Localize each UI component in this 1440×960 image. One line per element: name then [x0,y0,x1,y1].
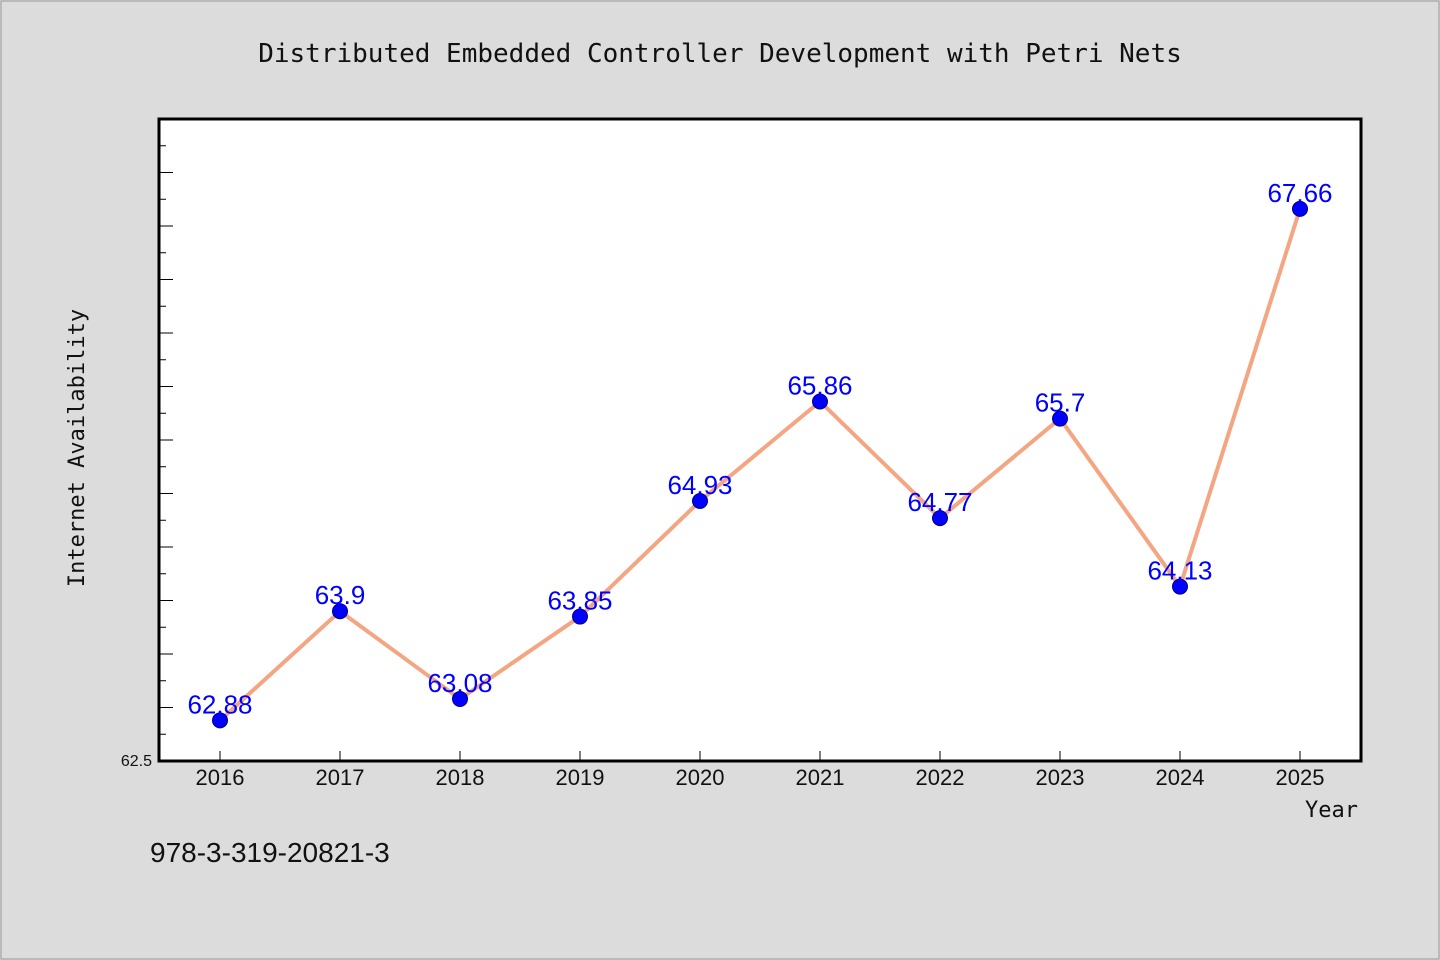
y-tick-label: 62.5 [121,753,152,770]
series-line [218,206,1302,723]
x-tick-label: 2017 [316,765,365,790]
data-point-marker [1052,410,1068,427]
x-tick-label: 2021 [796,765,845,790]
x-tick-label: 2023 [1036,765,1085,790]
x-tick-label: 2016 [196,765,245,790]
data-point-marker [212,712,228,729]
data-label: 65.86 [787,370,852,400]
x-tick-label: 2024 [1156,765,1205,790]
data-label: 62.88 [187,689,252,719]
marker-group [212,200,1308,729]
x-axis-ticks: 2016 2017 2018 2019 2020 2021 2022 2023 2024 2025 [196,751,1325,790]
x-axis-label: Year [1305,798,1358,823]
data-point-marker [1172,578,1188,595]
x-tick-label: 2022 [916,765,965,790]
y-axis-ticks [159,118,173,762]
y-axis-label: Internet Availability [65,309,90,587]
chart-title: Distributed Embedded Controller Developm… [258,39,1182,69]
data-label: 64.77 [907,487,972,517]
x-tick-label: 2025 [1276,765,1325,790]
data-label: 63.9 [315,580,366,610]
data-label: 63.85 [547,586,612,616]
data-label: 65.7 [1035,388,1086,418]
data-point-marker [812,393,828,410]
x-tick-label: 2019 [556,765,605,790]
data-label-group: 62.88 63.9 63.08 63.85 64.93 65.86 64.77 65.7 64… [187,178,1332,719]
data-point-marker [332,603,348,620]
isbn-footnote: 978-3-319-20821-3 [150,837,390,868]
plot-area [157,117,1363,763]
x-tick-label: 2018 [436,765,485,790]
data-point-marker [572,608,588,625]
data-label: 63.08 [427,668,492,698]
data-label: 64.13 [1147,556,1212,586]
data-point-marker [692,492,708,509]
data-point-marker [932,510,948,527]
series-line-group [218,206,1302,723]
x-tick-label: 2020 [676,765,725,790]
data-point-marker [452,690,468,707]
data-point-marker [1292,200,1308,217]
data-label: 67.66 [1267,178,1332,208]
data-label: 64.93 [667,470,732,500]
